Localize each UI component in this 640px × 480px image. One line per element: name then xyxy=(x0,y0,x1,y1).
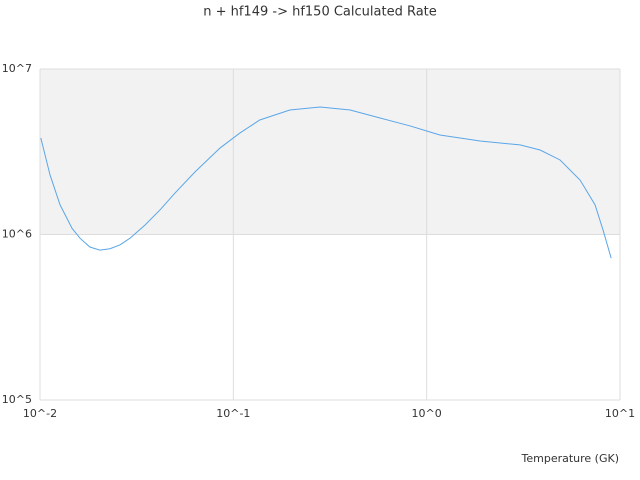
plot-band xyxy=(40,69,620,235)
y-tick-label: 10^7 xyxy=(2,62,32,75)
chart-title: n + hf149 -> hf150 Calculated Rate xyxy=(203,5,437,20)
x-tick-label: 10^-2 xyxy=(23,407,57,420)
x-tick-label: 10^-1 xyxy=(216,407,250,420)
x-axis-label: Temperature (GK) xyxy=(521,452,620,465)
y-tick-label: 10^5 xyxy=(2,393,32,406)
x-tick-label: 10^0 xyxy=(412,407,442,420)
data-line xyxy=(40,106,612,259)
x-tick-label: 10^1 xyxy=(605,407,635,420)
y-tick-label: 10^6 xyxy=(2,228,32,241)
